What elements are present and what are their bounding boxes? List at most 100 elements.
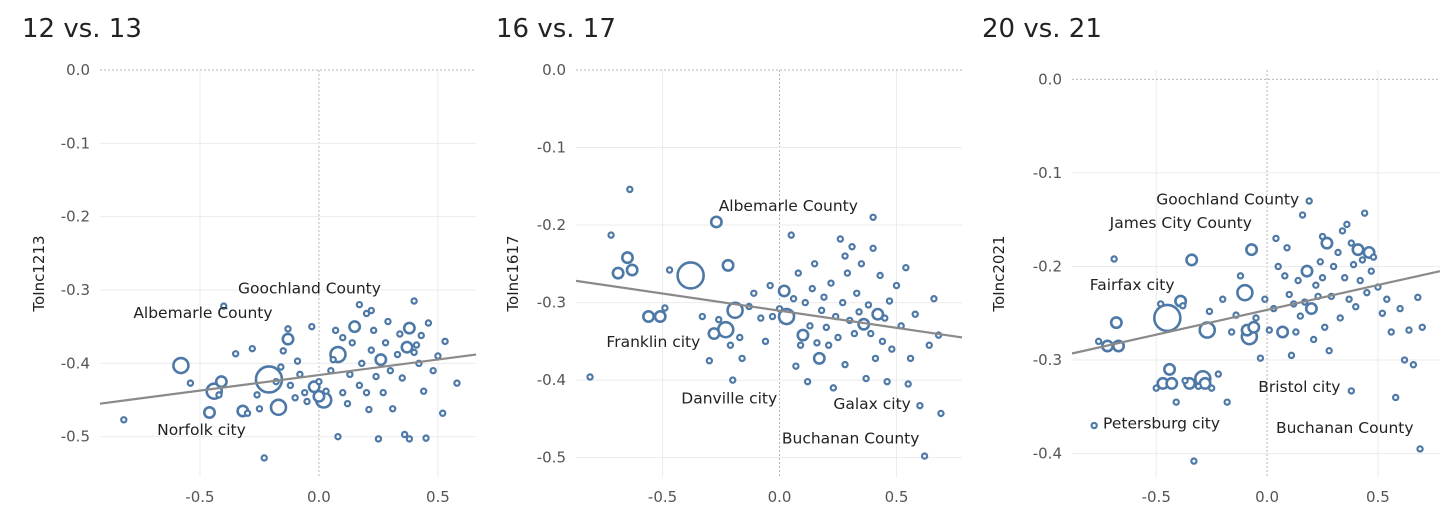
chart2-data-point bbox=[871, 307, 885, 321]
chart2-data-point bbox=[642, 310, 656, 324]
chart2-data-point bbox=[726, 301, 744, 320]
chart1-data-point bbox=[339, 388, 347, 397]
chart3-data-point bbox=[1360, 209, 1369, 217]
chart3-data-point bbox=[1179, 302, 1187, 310]
chart2-data-point bbox=[827, 279, 835, 287]
chart3-data-point bbox=[1383, 295, 1391, 303]
chart1-data-point bbox=[355, 381, 364, 390]
chart1-data-point bbox=[372, 372, 380, 381]
chart2-data-point bbox=[761, 337, 770, 346]
chart2-data-point bbox=[757, 314, 765, 322]
chart3-data-point bbox=[1405, 326, 1413, 334]
chart3-data-point bbox=[1272, 234, 1280, 243]
chart3-data-point bbox=[1414, 293, 1422, 302]
chart3-data-point bbox=[1312, 281, 1320, 289]
chart1-data-point bbox=[343, 399, 352, 408]
chart1-data-point bbox=[362, 388, 371, 397]
chart2-data-point bbox=[768, 312, 777, 321]
chart3-data-point bbox=[1172, 398, 1180, 406]
chart2-data-point bbox=[796, 328, 810, 342]
chart2-data-point bbox=[698, 312, 707, 321]
chart2-data-point bbox=[626, 185, 634, 194]
chart1-y-tick-label: -0.1 bbox=[61, 134, 90, 152]
chart2-data-point bbox=[855, 308, 863, 316]
chart3-point-annotation: Fairfax city bbox=[1090, 276, 1175, 294]
chart1-data-point bbox=[334, 432, 342, 441]
chart2-data-point bbox=[869, 213, 877, 221]
chart1-data-point bbox=[412, 341, 421, 349]
chart3-trend-line bbox=[1071, 270, 1441, 355]
chart3-data-point bbox=[1207, 384, 1216, 392]
chart1-data-point bbox=[400, 430, 409, 439]
chart3-data-point bbox=[1369, 253, 1378, 261]
chart3-data-point bbox=[1281, 272, 1289, 280]
chart2-data-point bbox=[806, 322, 814, 330]
chart3-data-point bbox=[1318, 274, 1327, 282]
chart1-data-point bbox=[293, 357, 302, 365]
chart2-data-point bbox=[817, 306, 826, 315]
chart2-data-point bbox=[829, 384, 838, 392]
chart2-data-point bbox=[721, 258, 735, 272]
chart2-data-point bbox=[841, 252, 849, 260]
chart1-data-point bbox=[367, 306, 375, 315]
chart1-data-point bbox=[255, 405, 264, 413]
chart2-point-annotation: Franklin city bbox=[606, 333, 700, 351]
chart2-point-annotation: Danville city bbox=[681, 389, 777, 407]
chart3-x-tick-label: 0.5 bbox=[1366, 488, 1390, 506]
chart1-data-point bbox=[284, 325, 292, 333]
chart3-data-point bbox=[1352, 303, 1360, 311]
chart2-data-point bbox=[736, 333, 744, 342]
chart2-y-tick-label: -0.3 bbox=[537, 294, 566, 312]
chart3-data-point bbox=[1396, 304, 1404, 313]
chart3-data-point bbox=[1400, 356, 1409, 364]
chart1-data-point bbox=[410, 348, 418, 357]
chart1-data-point bbox=[243, 409, 252, 417]
chart1-data-point bbox=[419, 387, 428, 395]
chart1-x-tick-label: 0.5 bbox=[426, 488, 450, 506]
chart3-data-point bbox=[1356, 276, 1364, 285]
chart1-data-point bbox=[315, 377, 323, 386]
chart3-data-point bbox=[1347, 387, 1356, 395]
chart3-data-point bbox=[1274, 262, 1282, 271]
chart2-data-point bbox=[777, 284, 791, 298]
chart2-point-annotation: Buchanan County bbox=[782, 430, 920, 448]
chart2-trend-line bbox=[575, 279, 963, 339]
chart1-data-point bbox=[312, 389, 326, 403]
chart2-data-point bbox=[850, 329, 859, 338]
chart3-data-point bbox=[1185, 253, 1199, 267]
chart1-y-tick-label: -0.4 bbox=[61, 354, 90, 372]
chart1-data-point bbox=[346, 370, 354, 379]
chart3-data-point bbox=[1090, 421, 1098, 430]
chart1-trend-line bbox=[99, 353, 477, 405]
chart2-data-point bbox=[920, 452, 929, 460]
chart3-data-point bbox=[1325, 346, 1333, 355]
chart1-data-point bbox=[279, 347, 287, 355]
chart3-data-point bbox=[1294, 276, 1302, 285]
chart2-data-point bbox=[766, 281, 774, 290]
chart2-data-point bbox=[810, 260, 819, 268]
chart2-data-point bbox=[885, 297, 894, 305]
chart2-data-point bbox=[707, 327, 721, 341]
chart1-data-point bbox=[331, 326, 340, 335]
chart2-data-point bbox=[726, 341, 735, 349]
chart3-data-point bbox=[1227, 328, 1236, 336]
chart1-data-point bbox=[260, 454, 268, 462]
chart2-data-point bbox=[883, 377, 891, 386]
chart3-data-point bbox=[1416, 445, 1424, 453]
chart3-data-point bbox=[1283, 244, 1291, 252]
chart3-data-point bbox=[1261, 295, 1269, 303]
chart1-data-point bbox=[398, 374, 406, 382]
chart3-data-point bbox=[1367, 267, 1375, 275]
chart2-y-tick-label: -0.2 bbox=[537, 216, 566, 234]
chart3-data-point bbox=[1300, 264, 1314, 278]
chart2-data-point bbox=[709, 215, 723, 229]
chart2-y-tick-label: -0.1 bbox=[537, 139, 566, 157]
chart3-y-tick-label: -0.3 bbox=[1033, 351, 1062, 369]
chart1-data-point bbox=[269, 398, 288, 417]
chart3-point-annotation: Bristol city bbox=[1258, 378, 1340, 396]
chart1-data-point bbox=[410, 297, 418, 305]
chart1-data-point bbox=[441, 337, 449, 346]
chart2-data-point bbox=[750, 289, 758, 297]
chart3-data-point bbox=[1347, 239, 1356, 247]
chart2-data-point bbox=[716, 320, 735, 339]
